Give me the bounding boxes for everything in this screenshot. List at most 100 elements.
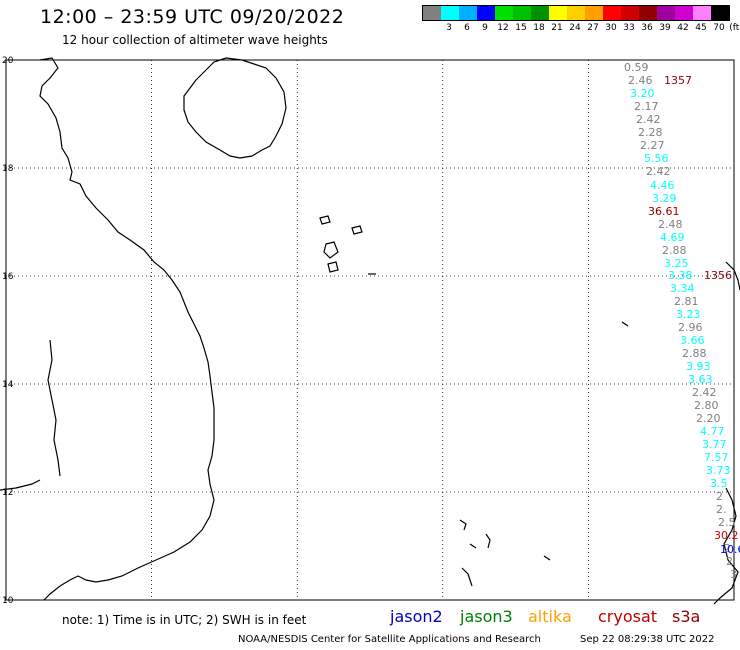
island-paracels-1: [319, 215, 331, 225]
scale-label: 24: [569, 23, 581, 33]
scale-swatch: [693, 6, 711, 20]
wave-height-label: 2.42: [636, 113, 661, 126]
coastline-cambodia: [0, 479, 41, 491]
coastline-hainan: [183, 57, 287, 159]
island-paracels-4: [351, 225, 363, 235]
satellite-legend-item: cryosat: [598, 607, 658, 626]
wave-height-label: 1357: [664, 74, 692, 87]
island-spratly-5: [461, 567, 473, 587]
lat-tick-label: 20: [2, 56, 14, 66]
coastline-philippines: [713, 487, 739, 605]
wave-height-label: 4.69: [660, 231, 685, 244]
scale-swatch: [495, 6, 513, 20]
scale-label: 30: [605, 23, 617, 33]
wave-height-label: 7.57: [704, 451, 729, 464]
wave-height-label: 2.5: [718, 516, 736, 529]
footer-timestamp: Sep 22 08:29:38 UTC 2022: [580, 634, 715, 645]
lat-tick-label: 12: [2, 488, 13, 498]
wave-height-label: 2.88: [662, 244, 687, 257]
map-panel: 0.59 2.46 1357 3.20 2.17 2.42 2.28 2.27 5.56 2.42…: [0, 56, 740, 615]
island-paracels-2: [323, 241, 339, 259]
lat-tick-label: 14: [2, 380, 14, 390]
scale-label: 33: [623, 23, 635, 33]
wave-height-label: 30.2: [714, 529, 739, 542]
island-spratly-2: [469, 543, 477, 549]
wave-height-label: 4.46: [650, 179, 675, 192]
scale-label: 3: [446, 23, 452, 33]
wave-height-label: 3.93: [686, 360, 711, 373]
scale-swatch: [459, 6, 477, 20]
wave-height-label: 3.34: [670, 282, 695, 295]
scale-swatch: [513, 6, 531, 20]
wave-height-label: 2.28: [638, 126, 663, 139]
scale-swatch: [711, 6, 729, 20]
scale-label: 12: [497, 23, 509, 33]
scale-swatch: [675, 6, 693, 20]
scale-swatch: [567, 6, 585, 20]
scale-swatch: [639, 6, 657, 20]
wave-height-label: 3.77: [702, 438, 727, 451]
map-gridlines: [5, 59, 735, 601]
wave-height-label: 3.66: [680, 334, 705, 347]
wave-height-label: 2.88: [682, 347, 707, 360]
scale-label: 70: [713, 23, 725, 33]
scale-swatch: [621, 6, 639, 20]
island-offshore-1: [621, 321, 629, 327]
scale-swatch: [477, 6, 495, 20]
wave-height-label: 3.5: [710, 477, 728, 490]
wave-height-label: 2.96: [678, 321, 703, 334]
wave-height-label: 0.59: [624, 61, 649, 74]
lat-tick-label: 10: [2, 596, 14, 605]
footer-note: note: 1) Time is in UTC; 2) SWH is in fe…: [62, 613, 307, 627]
footer-credit: NOAA/NESDIS Center for Satellite Applica…: [238, 634, 541, 645]
coastline-vietnam: [39, 57, 215, 601]
scale-label: 39: [659, 23, 671, 33]
color-scale-bar: [422, 5, 730, 21]
wave-height-label: 3.73: [706, 464, 731, 477]
lat-tick-label: 16: [2, 272, 14, 282]
wave-height-label: 3.29: [652, 192, 677, 205]
scale-label: 18: [533, 23, 545, 33]
wave-height-label: 4.77: [700, 425, 725, 438]
wave-height-label: 3: [730, 568, 737, 581]
wave-height-label: 3.23: [676, 308, 701, 321]
scale-swatch: [531, 6, 549, 20]
island-spratly-1: [459, 519, 467, 531]
wave-height-label: 2: [726, 555, 733, 568]
wave-height-label: 2.17: [634, 100, 659, 113]
map-svg: 0.592.46 13573.202.172.422.282.275.562.42…: [0, 56, 740, 615]
coastline-west-inland: [47, 339, 61, 477]
satellite-legend-item: jason3: [460, 607, 513, 626]
wave-height-label: 2.27: [640, 139, 665, 152]
wave-height-label: 2.42: [692, 386, 717, 399]
wave-height-label: 3.25: [664, 257, 689, 270]
wave-height-label: 3.63: [688, 373, 713, 386]
wave-height-label: 36.61: [648, 205, 680, 218]
coastline: [0, 57, 740, 605]
wave-height-label: 2.46: [628, 74, 653, 87]
wave-height-label: 2.: [716, 503, 727, 516]
scale-label: 21: [551, 23, 563, 33]
wave-height-label: 3.38: [668, 269, 693, 282]
wave-height-label: 2.80: [694, 399, 719, 412]
wave-height-label: 1356: [704, 269, 732, 282]
satellite-legend-item: jason2: [390, 607, 443, 626]
wave-height-labels: 0.592.46 13573.202.172.422.282.275.562.42…: [624, 61, 740, 581]
wave-height-label: 3.20: [630, 87, 655, 100]
satellite-legend-item: altika: [528, 607, 572, 626]
island-spratly-4: [543, 555, 551, 561]
scale-swatch: [603, 6, 621, 20]
island-paracels-3: [327, 261, 339, 273]
scale-swatch: [657, 6, 675, 20]
wave-height-label: 2.48: [658, 218, 683, 231]
scale-label: 6: [464, 23, 470, 33]
wave-height-label: 2.20: [696, 412, 721, 425]
scale-label: 45: [695, 23, 707, 33]
scale-swatch: [441, 6, 459, 20]
island-spratly-3: [485, 533, 491, 549]
wave-height-label: 2.42: [646, 165, 671, 178]
scale-label: 15: [515, 23, 527, 33]
wave-height-label: 10.6: [720, 543, 740, 556]
